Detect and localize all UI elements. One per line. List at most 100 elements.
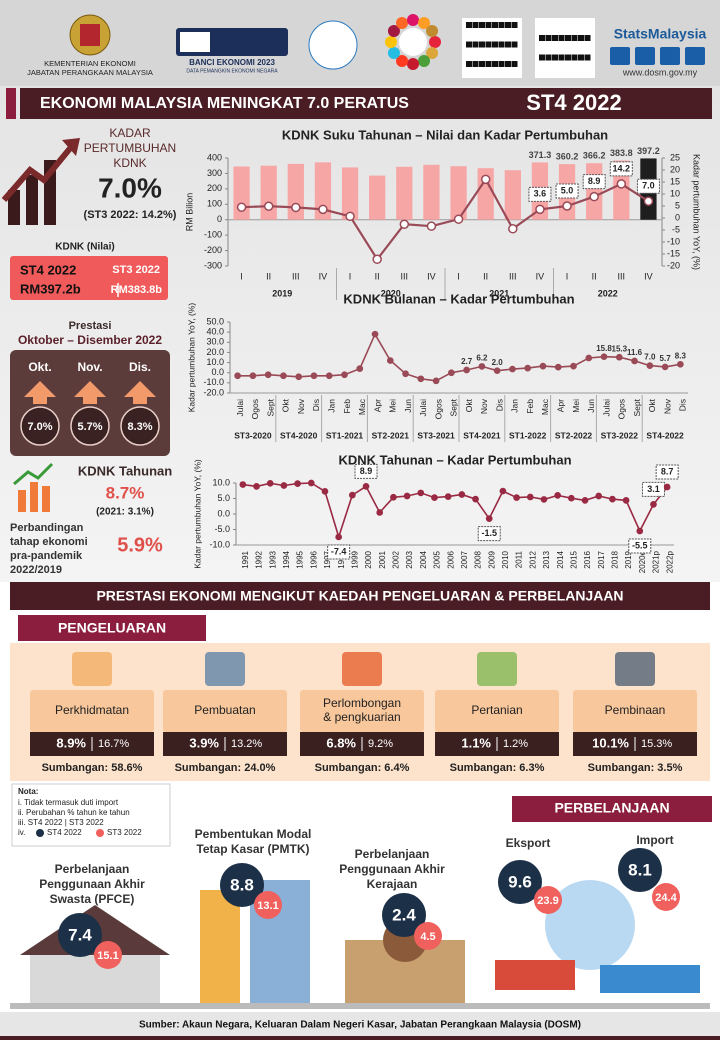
ground [10, 1003, 710, 1009]
line-point [643, 196, 654, 206]
line-point [567, 494, 575, 502]
sdg-dot [385, 36, 397, 48]
sector-previous: 16.7% [98, 738, 129, 750]
qr-cell [511, 61, 518, 67]
sector-previous: 13.2% [231, 738, 262, 750]
qr-cell [485, 22, 492, 28]
line-point [294, 480, 301, 487]
line-value-label: 8.9 [360, 466, 373, 476]
sdg-dot [407, 14, 419, 26]
sdg-dot [418, 55, 430, 68]
y-tick-label: -300 [204, 260, 222, 270]
x-tick-label: 2000 [364, 550, 373, 568]
line-point [589, 191, 599, 202]
value-label-box [655, 464, 679, 480]
x-tick-label: I [349, 271, 352, 281]
sdg-dot [426, 25, 439, 37]
gdp-current: RM397.2b [20, 281, 81, 296]
line-point [264, 371, 272, 379]
line-value-label: 15.8 [596, 344, 612, 353]
x-tick-label: Sept [449, 398, 459, 416]
line-value-label: 8.3 [675, 351, 687, 360]
value-label-box [354, 463, 378, 479]
qr-cell [545, 54, 552, 61]
line-point [390, 493, 397, 501]
qr-cell [492, 61, 498, 67]
value-label-box [582, 174, 606, 190]
x-tick-label: Apr [555, 399, 565, 412]
sector-label-box [30, 690, 154, 732]
x-tick-label: 2020e [638, 550, 647, 573]
qr-cell [511, 41, 518, 48]
line-point [249, 372, 257, 380]
annual-value: 8.7% [106, 483, 145, 502]
line-point [554, 492, 562, 499]
crest-shield [80, 24, 100, 46]
line-value-label: 2.0 [492, 358, 504, 367]
y-tick-label: 10.0 [206, 357, 224, 367]
expenditure-previous: 15.1 [97, 950, 118, 962]
qr-cell [472, 61, 479, 67]
y-tick-label: 300 [207, 168, 222, 178]
annual-previous: (2021: 3.1%) [96, 507, 154, 518]
x-tick-label: 2004 [419, 550, 428, 568]
qr-cell [466, 41, 472, 48]
sdg-dot [429, 36, 441, 48]
sector-name: Pembuatan [194, 703, 255, 717]
line-point [448, 369, 455, 377]
qr-cell [558, 35, 565, 41]
x-tick-label: 2009 [487, 550, 496, 568]
y-tick-label: 10.0 [212, 477, 230, 487]
y-tick-label: 20.0 [206, 347, 224, 357]
qr-cell [505, 41, 511, 48]
sector-previous: 9.2% [368, 738, 393, 750]
group-label: 2022 [598, 288, 618, 298]
line-point [417, 489, 425, 497]
x-tick-label: 2015 [569, 550, 578, 568]
sdg-dot [418, 16, 430, 29]
qr-cell [485, 41, 492, 48]
line-point [291, 202, 301, 213]
month-circle [20, 406, 60, 446]
month-value: 7.0% [27, 421, 52, 433]
sector-icon [615, 652, 655, 686]
y-tick-label: 200 [207, 183, 222, 193]
ministry-name: KEMENTERIAN EKONOMI [44, 59, 136, 68]
x-tick-label: IV [319, 271, 328, 281]
line-point [499, 487, 507, 495]
line-point [478, 363, 486, 370]
bar-value-label: 360.2 [556, 152, 579, 162]
line-value-label: 5.0 [561, 185, 574, 195]
qr-cell [565, 54, 571, 61]
line-point [472, 495, 479, 503]
month-value: 5.7% [77, 421, 102, 433]
line-point [234, 372, 241, 380]
expenditure-current: 9.6 [508, 872, 532, 891]
y-tick-label: 5.0 [217, 493, 230, 503]
line-point [295, 373, 303, 381]
x-tick-label: 2006 [446, 550, 455, 568]
expenditure-previous: 23.9 [537, 895, 558, 907]
bar-value-label: 371.3 [529, 150, 552, 160]
month-arrow [24, 381, 56, 404]
line-point [535, 204, 545, 215]
x-tick-label: Okt [464, 398, 474, 412]
value-label-box [528, 186, 552, 202]
x-tick-label: 1996 [309, 550, 318, 568]
note-item: iii. ST4 2022 | ST3 2022 [18, 818, 104, 827]
x-tick-label: I [566, 271, 569, 281]
expenditure-name: Swasta (PFCE) [50, 892, 135, 906]
line-value-label: 15.3 [612, 344, 628, 353]
census-logo-mark [180, 32, 210, 52]
section-bar [10, 582, 710, 610]
annual-icon-bar [30, 482, 38, 512]
annual-icon-bar [18, 490, 26, 512]
line-point [371, 330, 379, 338]
qr-cell [565, 35, 571, 41]
x-tick-label: 1991 [241, 550, 250, 568]
sdg-dot [387, 25, 400, 37]
line-value-label: 11.6 [627, 348, 643, 357]
x-tick-label: 2016 [583, 550, 592, 568]
line-value-label: -7.4 [331, 546, 347, 556]
